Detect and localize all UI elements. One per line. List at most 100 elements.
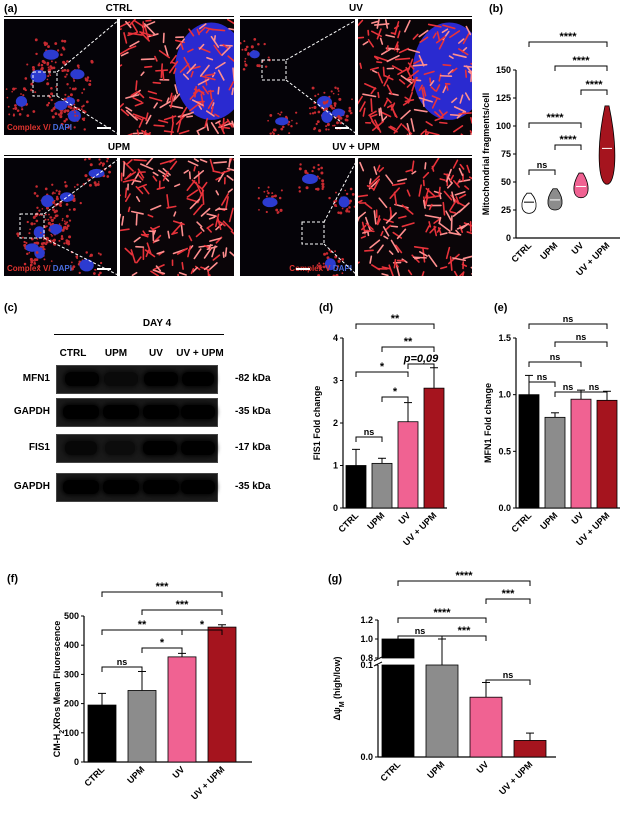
mitochondrion xyxy=(419,36,429,43)
mitochondrion xyxy=(453,125,464,133)
mitochondrion xyxy=(77,107,80,110)
mitochondrion xyxy=(465,25,472,36)
x-tick-label: UV + UPM xyxy=(189,764,226,801)
mitochondrion xyxy=(376,19,380,29)
mitochondrion xyxy=(141,21,156,28)
mitochondrion xyxy=(407,269,413,276)
mitochondrion xyxy=(427,254,438,268)
mitochondrion xyxy=(418,184,422,197)
mitochondrion xyxy=(358,261,360,264)
nucleus xyxy=(412,22,472,120)
mitochondrion xyxy=(162,174,170,182)
nucleus xyxy=(15,95,28,107)
scale-bar xyxy=(296,268,310,270)
mitochondrion xyxy=(123,32,128,44)
mitochondrion xyxy=(97,273,101,276)
mitochondrion xyxy=(369,114,375,125)
x-tick-label: UPM xyxy=(365,510,386,531)
axis-break xyxy=(373,656,383,662)
blot-row-fis1 xyxy=(56,434,218,463)
mitochondrion xyxy=(400,74,413,84)
mitochondrion xyxy=(61,219,64,222)
mitochondrion xyxy=(120,51,129,57)
mitochondrion xyxy=(204,118,209,128)
mitochondrion xyxy=(439,178,446,181)
mitochondrion xyxy=(137,168,145,179)
mitochondrion xyxy=(66,69,70,73)
mitochondrion xyxy=(43,61,46,64)
mitochondrion xyxy=(209,159,215,172)
mitochondrion xyxy=(169,158,176,163)
mitochondrion xyxy=(60,237,64,241)
mitochondrion xyxy=(334,255,338,259)
bar xyxy=(570,398,592,509)
mitochondrion xyxy=(335,273,339,276)
significance-label: p=0,09 xyxy=(403,353,439,365)
significance-label: **** xyxy=(546,112,564,124)
blot-band xyxy=(63,405,99,419)
mitochondrion xyxy=(140,58,155,61)
bar xyxy=(87,704,117,763)
mitochondrion xyxy=(265,210,268,214)
mitochondrion xyxy=(54,192,56,195)
mitochondrion xyxy=(313,101,316,105)
mitochondrion xyxy=(146,242,152,254)
x-tick-label: CTRL xyxy=(509,510,533,534)
lane-ctrl: CTRL xyxy=(59,348,87,359)
mitochondrion xyxy=(160,63,164,79)
mitochondrion xyxy=(198,26,206,35)
significance-label: * xyxy=(380,361,385,373)
mitochondrion xyxy=(362,93,377,98)
mitochondrion xyxy=(125,193,131,202)
mitochondrion xyxy=(381,266,391,270)
mitochondrion xyxy=(469,130,472,135)
mitochondrion xyxy=(145,112,149,122)
mitochondrion xyxy=(108,170,111,174)
mitochondrion xyxy=(169,92,173,101)
mitochondrion xyxy=(179,106,188,119)
mitochondrion xyxy=(11,90,13,93)
mitochondrion xyxy=(42,241,46,245)
mitochondrion xyxy=(166,194,170,208)
mitochondrion xyxy=(358,199,363,204)
mitochondrion xyxy=(98,158,101,161)
mitochondrion xyxy=(466,231,472,235)
mitochondrion xyxy=(133,236,141,243)
kda-gapdh: -35 kDa xyxy=(235,406,271,417)
violin xyxy=(598,105,616,185)
mitochondrion xyxy=(164,45,169,57)
mitochondrion xyxy=(58,203,62,206)
mitochondrion xyxy=(372,178,380,191)
mitochondrion xyxy=(195,181,203,196)
mitochondrion xyxy=(46,103,49,107)
mitochondrion xyxy=(162,170,169,182)
mitochondrion xyxy=(324,107,329,111)
mitochondrion xyxy=(192,266,198,273)
mitochondrion xyxy=(464,69,468,78)
mitochondrion xyxy=(313,105,317,110)
mitochondrion xyxy=(339,121,343,125)
mitochondrion xyxy=(180,41,184,50)
mitochondrion xyxy=(75,255,79,258)
blot-band xyxy=(144,372,178,386)
mitochondrion xyxy=(279,208,283,212)
nucleus xyxy=(262,197,278,208)
mitochondrion xyxy=(60,53,63,57)
mitochondrion xyxy=(279,113,282,116)
mitochondrion xyxy=(76,64,80,68)
mitochondrion xyxy=(373,55,379,61)
y-tick-label: 0 xyxy=(506,233,511,243)
mitochondrion xyxy=(216,216,222,230)
mitochondrion xyxy=(147,33,159,38)
mitochondrion xyxy=(26,114,30,117)
mitochondrion xyxy=(275,208,279,212)
mitochondrion xyxy=(69,106,73,110)
mitochondrion xyxy=(442,63,452,67)
mitochondrion xyxy=(341,258,345,261)
mitochondrion xyxy=(405,66,413,81)
mitochondrion xyxy=(257,42,260,46)
mitochondrion xyxy=(257,197,261,200)
mitochondrion xyxy=(412,33,419,40)
blot-band xyxy=(104,372,138,386)
